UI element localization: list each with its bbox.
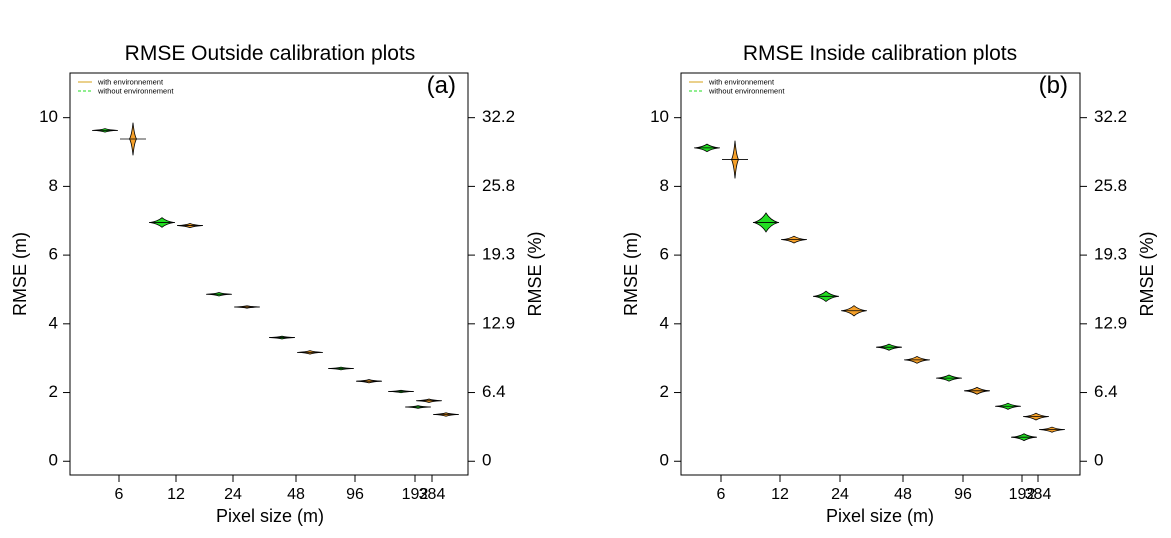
y-tick-label: 8 — [660, 176, 669, 195]
x-tick-label: 96 — [346, 486, 364, 503]
x-tick-label: 192 — [402, 486, 429, 503]
plot-frame — [69, 72, 469, 476]
y-axis-label-right: RMSE (%) — [525, 232, 545, 317]
y-tick-label-right: 0 — [482, 451, 491, 470]
y-tick-label-right: 0 — [1094, 451, 1103, 470]
x-tick-label: 384 — [1025, 486, 1052, 503]
y-tick-label: 0 — [660, 451, 669, 470]
legend-label-without: without environnement — [97, 87, 174, 96]
y-tick-label: 6 — [660, 245, 669, 264]
y-tick-label-right: 12.9 — [482, 313, 515, 332]
panel-label: (b) — [1039, 72, 1068, 99]
x-tick-label: 6 — [115, 486, 124, 503]
y-axis-label: RMSE (m) — [10, 232, 30, 316]
y-tick-label-right: 6.4 — [1094, 382, 1118, 401]
legend-label-with: with environnement — [97, 78, 164, 87]
y-tick-label: 2 — [49, 382, 58, 401]
x-tick-label: 6 — [717, 486, 726, 503]
y-axis-label-right: RMSE (%) — [1137, 232, 1157, 317]
y-axis-label: RMSE (m) — [621, 232, 641, 316]
y-tick-label-right: 32.2 — [482, 107, 515, 126]
y-tick-label: 0 — [49, 451, 58, 470]
y-tick-label: 8 — [49, 176, 58, 195]
x-tick-label: 24 — [224, 486, 242, 503]
chart-title: RMSE Outside calibration plots — [125, 42, 416, 65]
x-tick-label: 384 — [419, 486, 446, 503]
x-tick-label: 96 — [954, 486, 972, 503]
y-tick-label-right: 25.8 — [482, 176, 515, 195]
x-tick-label: 12 — [771, 486, 789, 503]
y-tick-label: 4 — [660, 313, 669, 332]
panel-label: (a) — [427, 72, 456, 99]
y-tick-label: 4 — [49, 313, 58, 332]
y-tick-label-right: 32.2 — [1094, 107, 1127, 126]
plot-frame — [680, 72, 1081, 476]
x-axis-label: Pixel size (m) — [826, 506, 934, 526]
y-tick-label: 10 — [39, 107, 58, 126]
x-tick-label: 24 — [831, 486, 849, 503]
y-tick-label: 2 — [660, 382, 669, 401]
y-tick-label-right: 19.3 — [482, 245, 515, 264]
y-tick-label: 6 — [49, 245, 58, 264]
y-tick-label: 10 — [650, 107, 669, 126]
x-tick-label: 12 — [167, 486, 185, 503]
panel-a: RMSE Outside calibration plots (a) with en… — [10, 42, 545, 526]
panel-b: RMSE Inside calibration plots (b) with env… — [621, 42, 1157, 526]
legend-label-with: with environnement — [708, 78, 775, 87]
y-tick-label-right: 25.8 — [1094, 176, 1127, 195]
x-axis-label: Pixel size (m) — [216, 506, 324, 526]
y-tick-label-right: 6.4 — [482, 382, 506, 401]
x-tick-label: 48 — [287, 486, 305, 503]
chart-title: RMSE Inside calibration plots — [743, 42, 1017, 65]
x-tick-label: 48 — [894, 486, 912, 503]
y-tick-label-right: 12.9 — [1094, 313, 1127, 332]
y-tick-label-right: 19.3 — [1094, 245, 1127, 264]
x-tick-label: 192 — [1009, 486, 1036, 503]
legend-label-without: without environnement — [708, 87, 785, 96]
